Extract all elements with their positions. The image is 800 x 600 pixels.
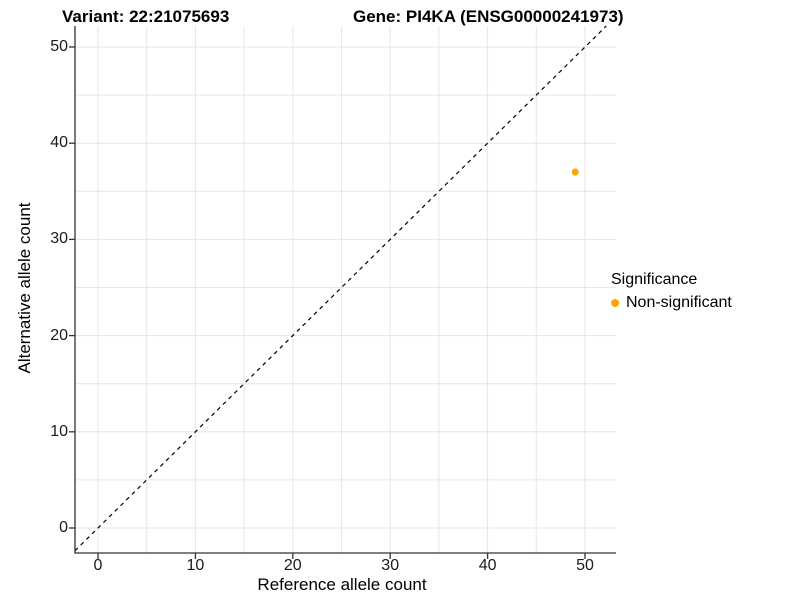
x-tick-label: 10 (186, 557, 205, 574)
x-tick-label: 40 (478, 557, 497, 574)
x-tick-label: 50 (576, 557, 594, 574)
legend: Significance Non-significant (611, 271, 732, 312)
legend-title: Significance (611, 271, 698, 288)
y-tick-label: 10 (50, 422, 68, 440)
x-tick-label: 0 (93, 557, 103, 574)
y-tick-label: 0 (59, 519, 68, 536)
x-tick-label: 20 (283, 557, 302, 574)
legend-item: Non-significant (611, 294, 732, 312)
y-tick-label: 30 (50, 230, 68, 248)
variant-title: Variant: 22:21075693 (62, 7, 230, 26)
legend-item-label: Non-significant (626, 294, 732, 311)
legend-dot-icon (611, 299, 619, 307)
y-tick-label: 40 (50, 134, 68, 152)
y-tick-label: 20 (50, 326, 68, 344)
y-tick-label: 50 (50, 38, 68, 55)
y-axis-title: Alternative allele count (15, 202, 34, 374)
gene-title: Gene: PI4KA (ENSG00000241973) (353, 7, 624, 26)
x-tick-label: 30 (381, 557, 400, 574)
reference-line-y-equals-x (74, 25, 607, 552)
x-axis-title: Reference allele count (257, 575, 427, 594)
data-point (571, 168, 579, 176)
